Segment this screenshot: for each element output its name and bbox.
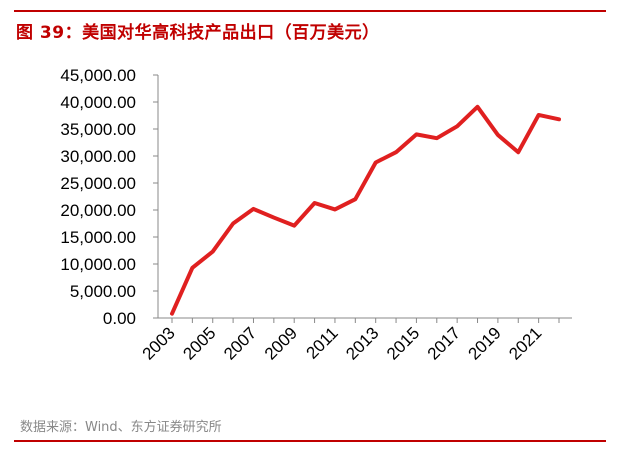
x-tick-label: 2003 — [139, 323, 179, 363]
y-tick-label: 35,000.00 — [60, 120, 136, 139]
y-tick-label: 20,000.00 — [60, 201, 136, 220]
x-tick-label: 2009 — [261, 323, 301, 363]
y-tick-label: 40,000.00 — [60, 93, 136, 112]
y-tick-label: 5,000.00 — [70, 282, 136, 301]
x-tick-label: 2013 — [342, 323, 382, 363]
source-note: 数据来源：Wind、东方证券研究所 — [20, 416, 222, 435]
series-line — [172, 107, 559, 314]
y-tick-label: 30,000.00 — [60, 147, 136, 166]
x-tick-label: 2011 — [302, 323, 341, 362]
x-tick-label: 2017 — [424, 323, 464, 363]
y-tick-label: 45,000.00 — [60, 66, 136, 85]
x-tick-label: 2019 — [465, 323, 505, 363]
x-tick-label: 2005 — [179, 323, 219, 363]
x-tick-label: 2015 — [383, 323, 423, 363]
y-tick-label: 10,000.00 — [60, 255, 136, 274]
x-tick-label: 2021 — [505, 323, 545, 363]
y-tick-label: 25,000.00 — [60, 174, 136, 193]
x-tick-label: 2007 — [220, 323, 260, 363]
bottom-rule — [14, 440, 606, 442]
y-tick-label: 15,000.00 — [60, 228, 136, 247]
y-tick-label: 0.00 — [103, 309, 136, 328]
